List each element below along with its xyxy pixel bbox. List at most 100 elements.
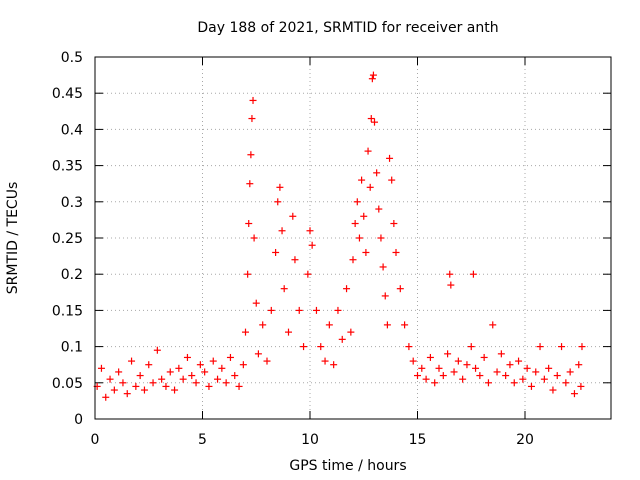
data-point xyxy=(368,75,376,83)
data-point xyxy=(158,375,166,383)
data-point xyxy=(244,270,252,278)
data-point xyxy=(467,343,475,351)
data-point xyxy=(355,234,363,242)
data-point xyxy=(566,368,574,376)
y-tick-label: 0.5 xyxy=(61,50,83,66)
data-point xyxy=(145,361,153,369)
data-point xyxy=(295,306,303,314)
y-axis-label: SRMTID / TECUs xyxy=(5,182,21,295)
data-point xyxy=(502,372,510,380)
data-point xyxy=(246,180,254,188)
x-tick-label: 15 xyxy=(409,432,427,448)
data-point xyxy=(353,198,361,206)
data-point xyxy=(338,335,346,343)
data-point xyxy=(325,321,333,329)
data-point xyxy=(343,285,351,293)
data-point xyxy=(575,361,583,369)
data-point xyxy=(106,375,114,383)
data-point xyxy=(218,364,226,372)
data-point xyxy=(515,357,523,365)
data-point xyxy=(300,343,308,351)
data-point xyxy=(252,299,260,307)
data-point xyxy=(239,361,247,369)
data-point xyxy=(426,353,434,361)
data-point xyxy=(454,357,462,365)
data-point xyxy=(377,234,385,242)
data-point xyxy=(493,368,501,376)
data-point xyxy=(192,379,200,387)
data-point xyxy=(510,379,518,387)
data-point xyxy=(519,375,527,383)
data-point xyxy=(179,375,187,383)
data-point xyxy=(272,248,280,256)
data-point xyxy=(553,372,561,380)
data-point xyxy=(362,248,370,256)
data-point xyxy=(222,379,230,387)
data-point xyxy=(278,227,286,235)
data-point xyxy=(110,386,118,394)
data-point xyxy=(242,328,249,336)
data-point xyxy=(390,220,398,228)
data-point xyxy=(369,71,377,79)
y-tick-label: 0.35 xyxy=(52,159,83,175)
data-point xyxy=(247,151,255,159)
data-point xyxy=(439,372,447,380)
y-tick-label: 0.45 xyxy=(52,86,83,102)
data-point xyxy=(409,357,417,365)
data-point xyxy=(276,183,284,191)
data-point xyxy=(171,386,179,394)
data-point xyxy=(480,353,488,361)
data-point xyxy=(381,292,389,300)
data-point xyxy=(545,364,553,372)
data-point xyxy=(401,321,409,329)
data-point xyxy=(312,306,320,314)
data-point xyxy=(115,368,123,376)
data-point xyxy=(149,379,157,387)
chart-title: Day 188 of 2021, SRMTID for receiver ant… xyxy=(197,20,498,36)
data-point xyxy=(119,379,127,387)
data-point xyxy=(388,176,396,184)
data-point xyxy=(231,372,239,380)
data-point xyxy=(447,281,455,289)
data-point xyxy=(306,227,314,235)
data-point xyxy=(459,375,467,383)
data-point xyxy=(358,176,366,184)
data-point xyxy=(196,361,204,369)
data-point xyxy=(330,361,338,369)
data-point xyxy=(558,343,566,351)
data-point xyxy=(422,375,430,383)
data-point xyxy=(366,183,374,191)
data-point xyxy=(289,212,297,220)
data-point xyxy=(140,386,148,394)
y-tick-label: 0.05 xyxy=(52,376,83,392)
data-point xyxy=(347,328,355,336)
data-point xyxy=(577,382,585,390)
data-point xyxy=(536,343,544,351)
x-tick-label: 10 xyxy=(301,432,319,448)
data-point xyxy=(214,375,222,383)
data-point xyxy=(463,361,471,369)
data-point xyxy=(321,357,329,365)
data-point xyxy=(280,285,288,293)
data-point xyxy=(274,198,282,206)
data-point xyxy=(375,205,383,213)
data-point xyxy=(414,372,421,380)
data-point xyxy=(304,270,312,278)
data-point xyxy=(128,357,136,365)
data-point xyxy=(497,350,505,358)
data-point xyxy=(317,343,325,351)
data-point xyxy=(383,321,391,329)
data-point xyxy=(308,241,316,249)
data-point xyxy=(245,220,253,228)
data-point xyxy=(364,147,372,155)
data-point xyxy=(250,234,258,242)
data-point xyxy=(562,379,570,387)
data-point xyxy=(405,343,413,351)
data-point xyxy=(367,115,375,123)
data-point xyxy=(153,346,161,354)
data-point xyxy=(540,375,548,383)
data-point xyxy=(97,364,105,372)
data-point xyxy=(418,364,426,372)
data-point xyxy=(175,364,183,372)
